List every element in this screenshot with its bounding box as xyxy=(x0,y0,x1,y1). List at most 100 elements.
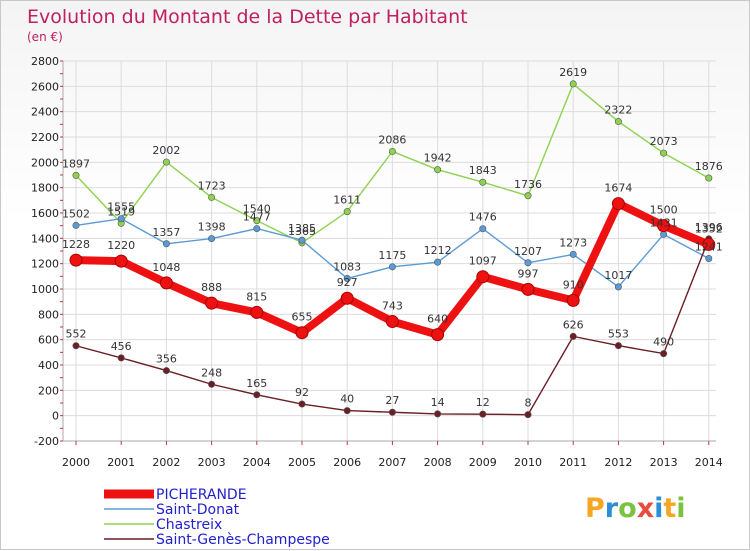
data-point xyxy=(340,291,354,305)
y-tick-label: 0 xyxy=(52,410,59,423)
data-label: 2086 xyxy=(378,133,406,146)
data-label: 655 xyxy=(292,311,313,324)
data-point xyxy=(476,270,490,284)
data-point xyxy=(295,326,309,340)
x-tick-label: 2001 xyxy=(107,456,135,469)
data-label: 1611 xyxy=(333,194,361,207)
x-tick-label: 2006 xyxy=(333,456,361,469)
data-point xyxy=(569,80,577,88)
data-label: 1273 xyxy=(559,236,587,249)
data-label: 552 xyxy=(66,328,87,341)
data-point xyxy=(253,225,261,233)
data-label: 640 xyxy=(427,313,448,326)
data-label: 1212 xyxy=(424,244,452,257)
data-point xyxy=(611,197,625,211)
data-label: 1519 xyxy=(107,205,135,218)
data-label: 1017 xyxy=(604,269,632,282)
series-lines xyxy=(69,80,716,419)
legend: PICHERANDESaint-DonatChastreixSaint-Genè… xyxy=(104,487,330,548)
data-point xyxy=(479,178,487,186)
data-label: 40 xyxy=(340,393,354,406)
y-tick-label: 800 xyxy=(38,308,59,321)
data-label: 1207 xyxy=(514,245,542,258)
proxiti-logo: Proxiti xyxy=(585,493,686,524)
y-tick-label: 1400 xyxy=(31,232,59,245)
data-label: 456 xyxy=(111,340,132,353)
data-label: 1476 xyxy=(469,211,497,224)
x-tick-label: 2004 xyxy=(243,456,271,469)
x-tick-label: 2011 xyxy=(559,456,587,469)
data-label: 1736 xyxy=(514,178,542,191)
legend-label: Saint-Genès-Champespe xyxy=(156,532,330,548)
x-tick-label: 2013 xyxy=(650,456,678,469)
data-point xyxy=(72,221,80,229)
data-point xyxy=(614,118,622,126)
data-label: 927 xyxy=(337,276,358,289)
data-point xyxy=(524,192,532,200)
data-point xyxy=(298,236,306,244)
data-point xyxy=(702,237,716,251)
data-point xyxy=(298,400,306,408)
data-point xyxy=(343,274,351,282)
data-label: 8 xyxy=(525,397,532,410)
data-point xyxy=(208,235,216,243)
data-label: 1555 xyxy=(107,201,135,214)
y-tick-label: 2600 xyxy=(31,80,59,93)
y-tick-label: 600 xyxy=(38,334,59,347)
data-label: 1540 xyxy=(243,203,271,216)
data-point xyxy=(114,254,128,268)
data-point xyxy=(660,149,668,157)
data-label: 1897 xyxy=(62,157,90,170)
data-label: 27 xyxy=(385,394,399,407)
y-tick-label: 1200 xyxy=(31,258,59,271)
x-tick-label: 2012 xyxy=(604,456,632,469)
data-labels: 1897 1519 2002 1723 1540 1365 1611 2086 1942 1843… xyxy=(62,66,723,410)
data-label: 1674 xyxy=(604,182,632,195)
data-point xyxy=(250,305,264,319)
legend-label: Chastreix xyxy=(156,517,222,533)
data-point xyxy=(524,259,532,267)
y-tick-label: 200 xyxy=(38,384,59,397)
data-label: 2322 xyxy=(604,104,632,117)
data-label: 490 xyxy=(653,336,674,349)
data-label: 1500 xyxy=(650,204,678,217)
data-label: 2073 xyxy=(650,135,678,148)
data-label: 1843 xyxy=(469,164,497,177)
data-point xyxy=(208,193,216,201)
data-label: 2619 xyxy=(559,66,587,79)
data-point xyxy=(524,411,532,419)
data-label: 1048 xyxy=(152,261,180,274)
data-point xyxy=(208,380,216,388)
data-point xyxy=(117,215,125,223)
data-label: 248 xyxy=(201,366,222,379)
data-label: 1431 xyxy=(650,216,678,229)
y-tick-label: 2400 xyxy=(31,106,59,119)
data-label: 1357 xyxy=(152,226,180,239)
y-tick-label: -200 xyxy=(34,435,59,448)
legend-label: Saint-Donat xyxy=(156,502,240,518)
data-label: 1385 xyxy=(288,222,316,235)
data-label: 1220 xyxy=(107,239,135,252)
data-point xyxy=(117,354,125,362)
data-label: 1723 xyxy=(198,179,226,192)
data-label: 1365 xyxy=(288,225,316,238)
data-point xyxy=(657,219,671,233)
data-label: 1228 xyxy=(62,238,90,251)
data-point xyxy=(69,253,83,267)
x-tick-label: 2007 xyxy=(378,456,406,469)
data-label: 888 xyxy=(201,281,222,294)
data-label: 1175 xyxy=(378,249,406,262)
data-point xyxy=(72,171,80,179)
data-point xyxy=(705,174,713,182)
data-label: 1942 xyxy=(424,152,452,165)
data-label: 743 xyxy=(382,300,403,313)
svg-text:Proxiti: Proxiti xyxy=(585,493,686,524)
x-tick-label: 2002 xyxy=(152,456,180,469)
data-label: 1876 xyxy=(695,160,723,173)
data-point xyxy=(385,315,399,329)
data-label: 356 xyxy=(156,353,177,366)
data-label: 815 xyxy=(246,290,267,303)
data-point xyxy=(343,208,351,216)
data-point xyxy=(159,276,173,290)
